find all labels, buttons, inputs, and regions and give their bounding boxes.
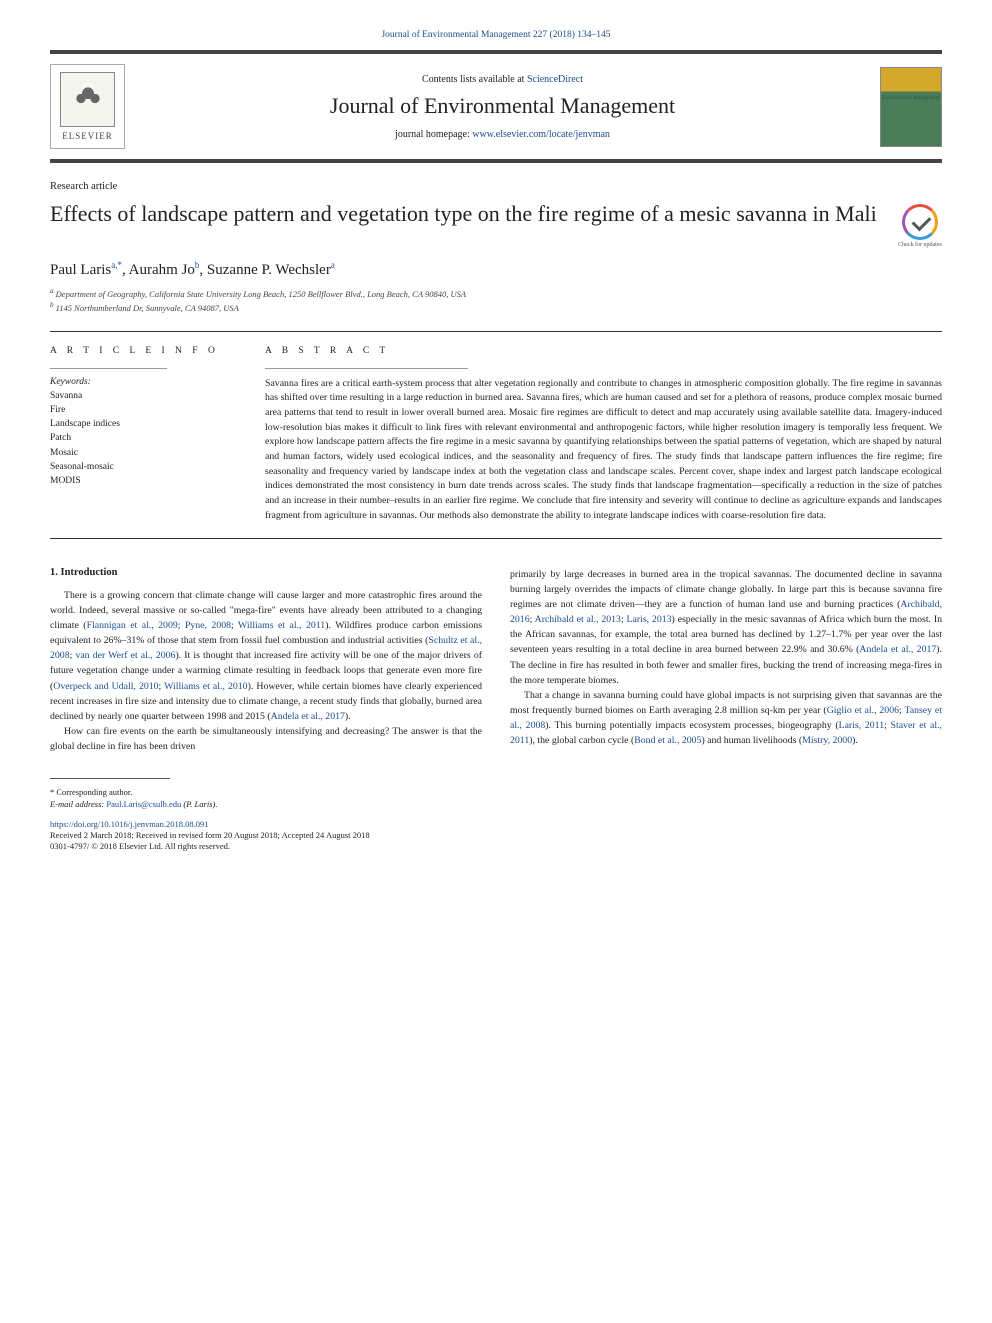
keyword: Landscape indices xyxy=(50,417,245,431)
abstract-column: A B S T R A C T Savanna fires are a crit… xyxy=(265,346,942,524)
keywords-label: Keywords: xyxy=(50,377,245,387)
contents-line: Contents lists available at ScienceDirec… xyxy=(125,74,880,85)
body-paragraph: That a change in savanna burning could h… xyxy=(510,688,942,749)
body-columns: 1. Introduction There is a growing conce… xyxy=(50,567,942,755)
citation-link[interactable]: van der Werf et al., 2006 xyxy=(75,650,175,661)
author-3: , Suzanne P. Wechsler xyxy=(199,262,330,278)
keyword: Seasonal-mosaic xyxy=(50,460,245,474)
sciencedirect-link[interactable]: ScienceDirect xyxy=(527,74,583,85)
info-abstract-row: A R T I C L E I N F O Keywords: Savanna … xyxy=(50,331,942,539)
email-link[interactable]: Paul.Laris@csulb.edu xyxy=(106,799,181,809)
body-paragraph: There is a growing concern that climate … xyxy=(50,588,482,725)
abstract-text: Savanna fires are a critical earth-syste… xyxy=(265,377,942,524)
homepage-prefix: journal homepage: xyxy=(395,129,472,140)
affiliation-b-text: 1145 Northumberland Dr, Sunnyvale, CA 94… xyxy=(56,303,239,313)
crossmark-ring-icon xyxy=(902,204,938,240)
keyword: Patch xyxy=(50,431,245,445)
journal-title: Journal of Environmental Management xyxy=(125,93,880,119)
author-1: Paul Laris xyxy=(50,262,111,278)
contents-prefix: Contents lists available at xyxy=(422,74,527,85)
keyword: MODIS xyxy=(50,474,245,488)
citation-link[interactable]: Mistry, 2000 xyxy=(802,735,852,746)
top-citation: Journal of Environmental Management 227 … xyxy=(50,30,942,40)
top-citation-volpages: 227 (2018) 134–145 xyxy=(533,30,611,40)
abstract-rule xyxy=(265,368,468,369)
column-right: primarily by large decreases in burned a… xyxy=(510,567,942,755)
elsevier-logo[interactable]: ELSEVIER xyxy=(50,64,125,149)
citation-link[interactable]: Pyne, 2008 xyxy=(185,620,231,631)
check-for-updates-badge[interactable]: Check for updates xyxy=(898,204,942,248)
author-1-aff[interactable]: a,* xyxy=(111,260,122,270)
affiliation-a: a Department of Geography, California St… xyxy=(50,287,942,299)
keyword: Fire xyxy=(50,403,245,417)
column-left: 1. Introduction There is a growing conce… xyxy=(50,567,482,755)
citation-link[interactable]: Flannigan et al., 2009 xyxy=(87,620,178,631)
citation-link[interactable]: Williams et al., 2010 xyxy=(164,681,247,692)
journal-cover-thumbnail[interactable]: Environmental Management xyxy=(880,67,942,147)
body-paragraph: How can fire events on the earth be simu… xyxy=(50,724,482,754)
keyword: Mosaic xyxy=(50,446,245,460)
article-info-rule xyxy=(50,368,167,369)
authors-line: Paul Larisa,*, Aurahm Job, Suzanne P. We… xyxy=(50,260,942,279)
check-updates-label: Check for updates xyxy=(898,242,942,248)
journal-header-bar: ELSEVIER Contents lists available at Sci… xyxy=(50,50,942,163)
title-row: Effects of landscape pattern and vegetat… xyxy=(50,200,942,248)
top-citation-link[interactable]: Journal of Environmental Management 227 … xyxy=(381,30,610,40)
abstract-header: A B S T R A C T xyxy=(265,346,942,356)
citation-link[interactable]: Giglio et al., 2006 xyxy=(827,705,899,716)
citation-link[interactable]: Andela et al., 2017 xyxy=(859,644,936,655)
homepage-link[interactable]: www.elsevier.com/locate/jenvman xyxy=(472,129,610,140)
article-info-header: A R T I C L E I N F O xyxy=(50,346,245,356)
email-line: E-mail address: Paul.Laris@csulb.edu (P.… xyxy=(50,799,942,809)
doi-line: https://doi.org/10.1016/j.jenvman.2018.0… xyxy=(50,819,942,829)
section-1-heading: 1. Introduction xyxy=(50,567,482,578)
citation-link[interactable]: Archibald et al., 2013 xyxy=(535,614,621,625)
article-title: Effects of landscape pattern and vegetat… xyxy=(50,200,882,229)
received-line: Received 2 March 2018; Received in revis… xyxy=(50,830,942,840)
citation-link[interactable]: Bond et al., 2005 xyxy=(634,735,701,746)
citation-link[interactable]: Laris, 2013 xyxy=(627,614,672,625)
citation-link[interactable]: Andela et al., 2017 xyxy=(271,711,345,722)
copyright-line: 0301-4797/ © 2018 Elsevier Ltd. All righ… xyxy=(50,841,942,851)
body-paragraph: primarily by large decreases in burned a… xyxy=(510,567,942,688)
keyword: Savanna xyxy=(50,389,245,403)
citation-link[interactable]: Williams et al., 2011 xyxy=(238,620,325,631)
journal-cover-text: Environmental Management xyxy=(881,68,941,101)
top-citation-journal: Journal of Environmental Management xyxy=(381,30,530,40)
author-2: , Aurahm Jo xyxy=(122,262,195,278)
corresponding-author-note: * Corresponding author. xyxy=(50,787,942,797)
journal-homepage: journal homepage: www.elsevier.com/locat… xyxy=(125,129,880,140)
citation-link[interactable]: Laris, 2011 xyxy=(839,720,885,731)
elsevier-tree-icon xyxy=(60,72,115,127)
email-label: E-mail address: xyxy=(50,799,106,809)
affiliation-b: b 1145 Northumberland Dr, Sunnyvale, CA … xyxy=(50,301,942,313)
email-suffix: (P. Laris). xyxy=(181,799,217,809)
doi-link[interactable]: https://doi.org/10.1016/j.jenvman.2018.0… xyxy=(50,819,209,829)
citation-link[interactable]: Overpeck and Udall, 2010 xyxy=(53,681,158,692)
author-3-aff[interactable]: a xyxy=(331,260,335,270)
elsevier-name: ELSEVIER xyxy=(62,131,113,141)
article-info-column: A R T I C L E I N F O Keywords: Savanna … xyxy=(50,346,265,524)
article-type: Research article xyxy=(50,181,942,192)
footnote-rule xyxy=(50,778,170,785)
affiliation-a-text: Department of Geography, California Stat… xyxy=(56,289,466,299)
header-center: Contents lists available at ScienceDirec… xyxy=(125,74,880,140)
